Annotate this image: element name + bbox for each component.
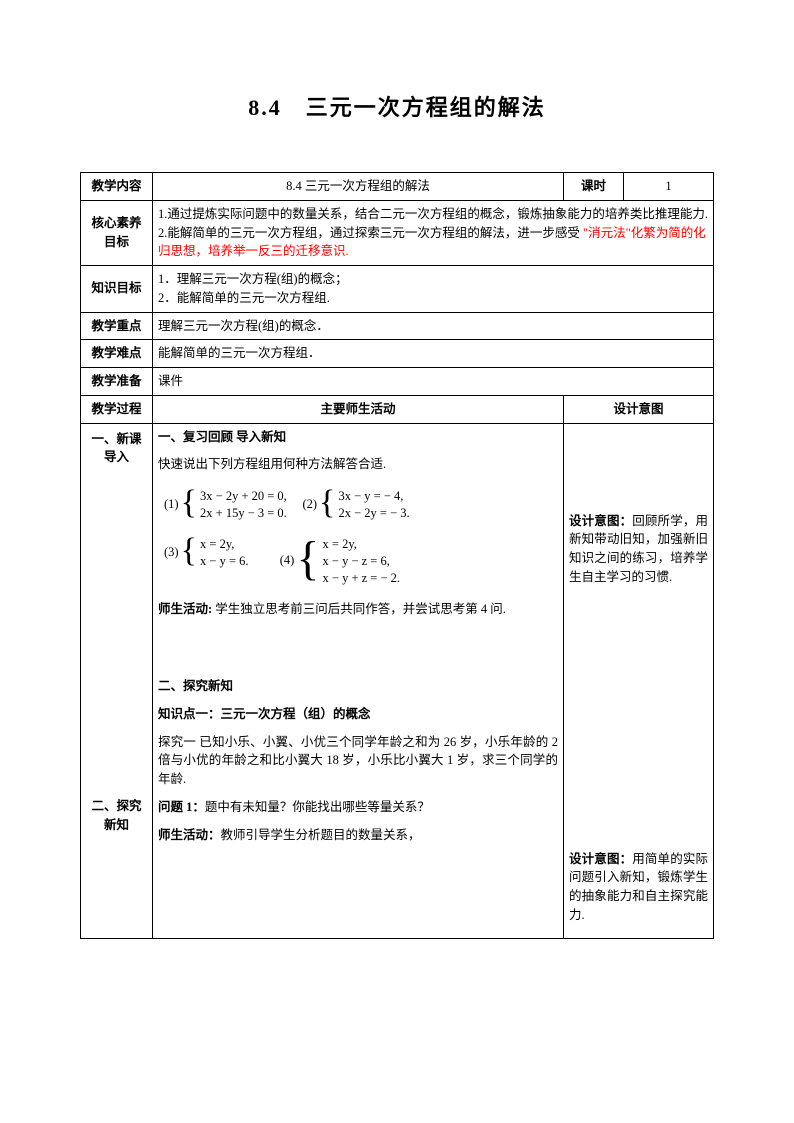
block2-p2: 师生活动：教师引导学生分析题目的数量关系，师生活动：教师引导学生分析题目的数量关…: [158, 826, 558, 845]
row-difficulty: 教学难点 能解简单的三元一次方程组．: [81, 340, 714, 368]
eq-2: (2){ 3x − y = − 4,2x − 2y = − 3.: [302, 488, 409, 522]
equation-group-1: (1){ 3x − 2y + 20 = 0,2x + 15y − 3 = 0. …: [164, 488, 558, 522]
cell-prep: 课件: [153, 368, 714, 396]
row-keypoint: 教学重点 理解三元一次方程(组)的概念．: [81, 312, 714, 340]
cell-goal: 1.通过提炼实际问题中的数量关系，结合二元一次方程组的概念，锻炼抽象能力的培养类…: [153, 200, 714, 265]
row-process-header: 教学过程 主要师生活动 设计意图: [81, 395, 714, 423]
block2-q1: 问题 1：题中有未知量？你能找出哪些等量关系？问题 1：题中有未知量？你能找出哪…: [158, 798, 558, 817]
process-intent-col: 设计意图：回顾所学，用新知带动旧知，加强新旧知识之间的练习，培养学生自主学习的习…: [564, 423, 714, 938]
goal-line2a: 2.能解简单的三元一次方程组，通过探索三元一次方程组的解法，进一步感受: [158, 226, 580, 240]
cell-content: 8.4 三元一次方程组的解法: [153, 173, 564, 201]
label-intent: 设计意图: [564, 395, 714, 423]
process-activity-col: 一、复习回顾 导入新知 快速说出下列方程组用何种方法解答合适. (1){ 3x …: [153, 423, 564, 938]
label-prep: 教学准备: [81, 368, 153, 396]
block1-p1: 快速说出下列方程组用何种方法解答合适.: [158, 455, 558, 474]
eq-4: (4){ x = 2y,x − y − z = 6,x − y + z = − …: [280, 536, 400, 587]
lesson-plan-table: 教学内容 8.4 三元一次方程组的解法 课时 1 核心素养目标 1.通过提炼实际…: [80, 172, 714, 939]
row-knowledge: 知识目标 1．理解三元一次方程(组)的概念； 2．能解简单的三元一次方程组.: [81, 266, 714, 313]
label-process: 教学过程: [81, 395, 153, 423]
process-left-col: 一、新课导入 二、探究新知: [81, 423, 153, 938]
row-prep: 教学准备 课件: [81, 368, 714, 396]
block2-p1: 探究一 已知小乐、小翼、小优三个同学年龄之和为 26 岁，小乐年龄的 2 倍与小…: [158, 733, 558, 789]
page-title: 8.4 三元一次方程组的解法: [80, 90, 714, 122]
block2-k1: 知识点一：三元一次方程（组）的概念: [158, 705, 558, 724]
intent-1: 设计意图：回顾所学，用新知带动旧知，加强新旧知识之间的练习，培养学生自主学习的习…: [569, 512, 708, 587]
goal-line1: 1.通过提炼实际问题中的数量关系，结合二元一次方程组的概念，锻炼抽象能力的培养类…: [158, 207, 708, 221]
label-difficulty: 教学难点: [81, 340, 153, 368]
cell-knowledge: 1．理解三元一次方程(组)的概念； 2．能解简单的三元一次方程组.: [153, 266, 714, 313]
label-period: 课时: [564, 173, 624, 201]
cell-difficulty: 能解简单的三元一次方程组．: [153, 340, 714, 368]
label-goal: 核心素养目标: [81, 200, 153, 265]
equation-group-2: (3){ x = 2y,x − y = 6. (4){ x = 2y,x − y…: [164, 536, 558, 587]
label-content: 教学内容: [81, 173, 153, 201]
eq-3: (3){ x = 2y,x − y = 6.: [164, 536, 249, 570]
row-process-body: 一、新课导入 二、探究新知 一、复习回顾 导入新知 快速说出下列方程组用何种方法…: [81, 423, 714, 938]
eq-1: (1){ 3x − 2y + 20 = 0,2x + 15y − 3 = 0.: [164, 488, 287, 522]
block1-heading: 一、复习回顾 导入新知: [158, 428, 558, 447]
cell-keypoint: 理解三元一次方程(组)的概念．: [153, 312, 714, 340]
label-activity: 主要师生活动: [153, 395, 564, 423]
intent-2: 设计意图：用简单的实际问题引入新知，锻炼学生的抽象能力和自主探究能力.设计意图：…: [569, 850, 708, 925]
block1-p2: 师生活动: 师生活动: 学生独立思考前三问后共同作答，并尝试思考第 4 问.学生…: [158, 600, 558, 619]
label-keypoint: 教学重点: [81, 312, 153, 340]
block2-heading: 二、探究新知: [158, 677, 558, 696]
left-section-1: 一、新课导入: [86, 430, 147, 468]
left-section-2: 二、探究新知: [86, 797, 147, 835]
cell-period: 1: [624, 173, 714, 201]
label-knowledge: 知识目标: [81, 266, 153, 313]
row-goal: 核心素养目标 1.通过提炼实际问题中的数量关系，结合二元一次方程组的概念，锻炼抽…: [81, 200, 714, 265]
row-content: 教学内容 8.4 三元一次方程组的解法 课时 1: [81, 173, 714, 201]
